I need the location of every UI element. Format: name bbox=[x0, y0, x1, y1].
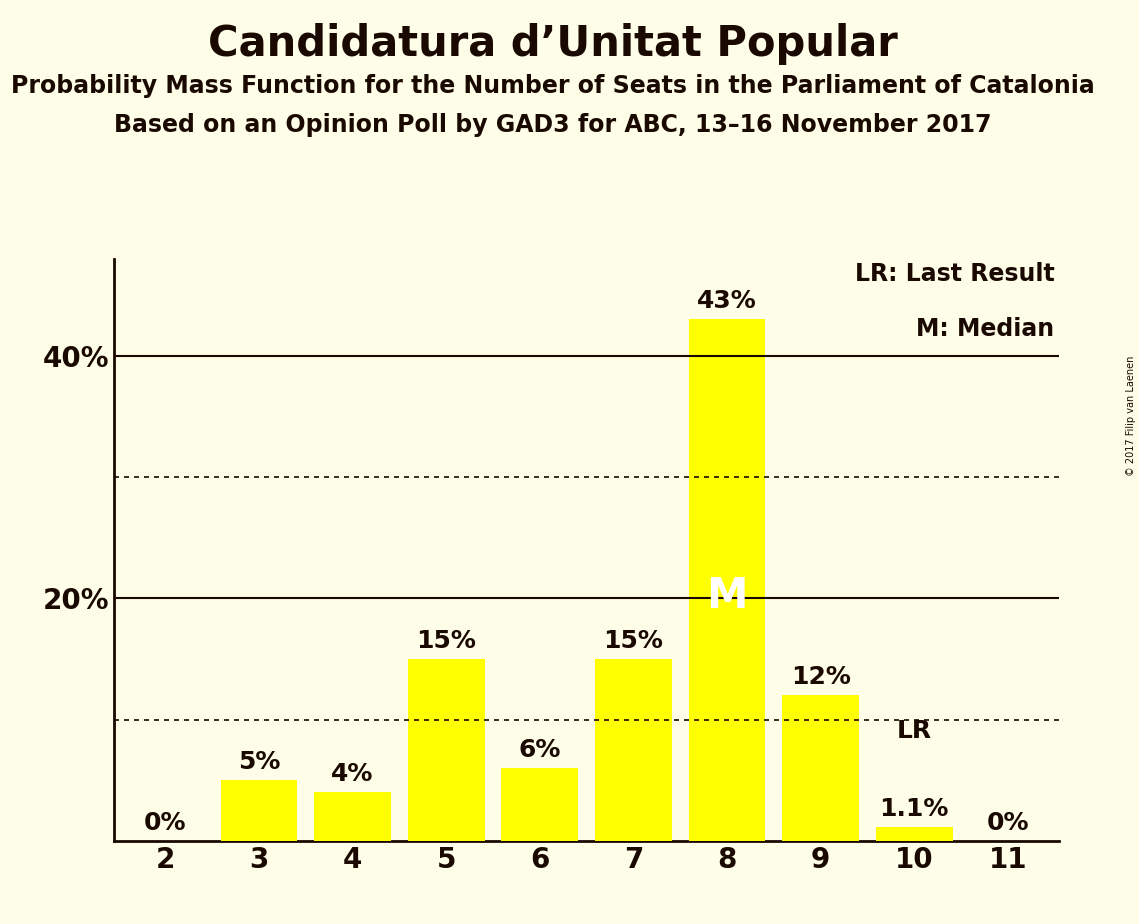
Text: © 2017 Filip van Laenen: © 2017 Filip van Laenen bbox=[1126, 356, 1136, 476]
Bar bbox=[408, 659, 484, 841]
Text: 12%: 12% bbox=[790, 665, 851, 689]
Text: 15%: 15% bbox=[604, 629, 663, 653]
Bar bbox=[876, 828, 952, 841]
Text: 0%: 0% bbox=[145, 810, 187, 834]
Text: 1.1%: 1.1% bbox=[879, 797, 949, 821]
Bar bbox=[595, 659, 672, 841]
Text: 0%: 0% bbox=[986, 810, 1029, 834]
Text: Candidatura d’Unitat Popular: Candidatura d’Unitat Popular bbox=[207, 23, 898, 65]
Text: 4%: 4% bbox=[331, 762, 374, 786]
Text: 43%: 43% bbox=[697, 289, 756, 313]
Bar bbox=[221, 780, 297, 841]
Text: M: Median: M: Median bbox=[917, 317, 1055, 341]
Text: 5%: 5% bbox=[238, 750, 280, 774]
Text: Based on an Opinion Poll by GAD3 for ABC, 13–16 November 2017: Based on an Opinion Poll by GAD3 for ABC… bbox=[114, 113, 991, 137]
Bar bbox=[501, 768, 579, 841]
Text: 6%: 6% bbox=[518, 738, 562, 762]
Text: Probability Mass Function for the Number of Seats in the Parliament of Catalonia: Probability Mass Function for the Number… bbox=[10, 74, 1095, 98]
Bar bbox=[689, 320, 765, 841]
Text: LR: LR bbox=[896, 719, 932, 743]
Text: M: M bbox=[706, 575, 747, 616]
Text: LR: Last Result: LR: Last Result bbox=[854, 261, 1055, 286]
Text: 15%: 15% bbox=[416, 629, 476, 653]
Bar bbox=[782, 695, 859, 841]
Bar bbox=[314, 793, 391, 841]
